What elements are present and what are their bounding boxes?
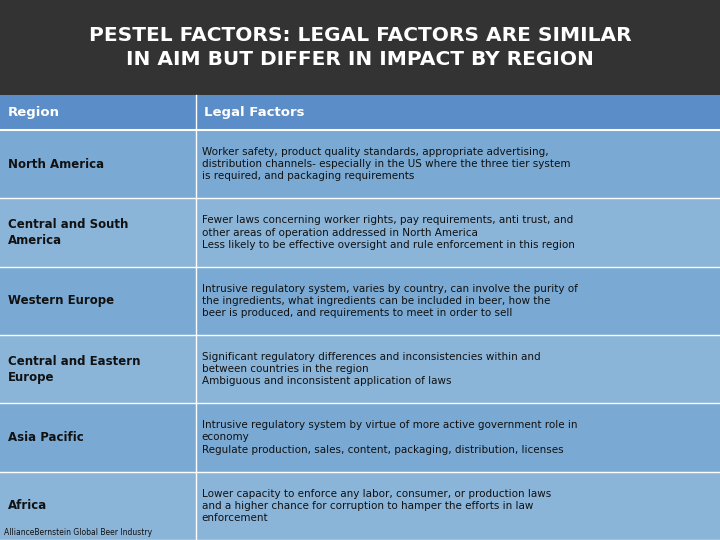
- Text: Fewer laws concerning worker rights, pay requirements, anti trust, and
other are: Fewer laws concerning worker rights, pay…: [202, 215, 575, 249]
- Bar: [0, 198, 720, 267]
- Text: Western Europe: Western Europe: [8, 294, 114, 307]
- Text: PESTEL FACTORS: LEGAL FACTORS ARE SIMILAR
IN AIM BUT DIFFER IN IMPACT BY REGION: PESTEL FACTORS: LEGAL FACTORS ARE SIMILA…: [89, 26, 631, 69]
- Text: Significant regulatory differences and inconsistencies within and
between countr: Significant regulatory differences and i…: [202, 352, 541, 387]
- Text: Intrusive regulatory system, varies by country, can involve the purity of
the in: Intrusive regulatory system, varies by c…: [202, 284, 577, 318]
- Text: North America: North America: [8, 158, 104, 171]
- Bar: [0, 0, 720, 95]
- Bar: [0, 471, 720, 540]
- Bar: [0, 95, 720, 130]
- Bar: [0, 335, 720, 403]
- Bar: [0, 403, 720, 471]
- Text: Legal Factors: Legal Factors: [204, 106, 305, 119]
- Bar: [0, 267, 720, 335]
- Text: Central and Eastern
Europe: Central and Eastern Europe: [8, 355, 140, 383]
- Bar: [0, 130, 720, 198]
- Text: Asia Pacific: Asia Pacific: [8, 431, 84, 444]
- Text: Lower capacity to enforce any labor, consumer, or production laws
and a higher c: Lower capacity to enforce any labor, con…: [202, 489, 551, 523]
- Text: AllianceBernstein Global Beer Industry: AllianceBernstein Global Beer Industry: [4, 528, 152, 537]
- Text: Intrusive regulatory system by virtue of more active government role in
economy
: Intrusive regulatory system by virtue of…: [202, 420, 577, 455]
- Text: Central and South
America: Central and South America: [8, 218, 128, 247]
- Text: Region: Region: [8, 106, 60, 119]
- Text: Worker safety, product quality standards, appropriate advertising,
distribution : Worker safety, product quality standards…: [202, 147, 570, 181]
- Text: Africa: Africa: [8, 500, 48, 512]
